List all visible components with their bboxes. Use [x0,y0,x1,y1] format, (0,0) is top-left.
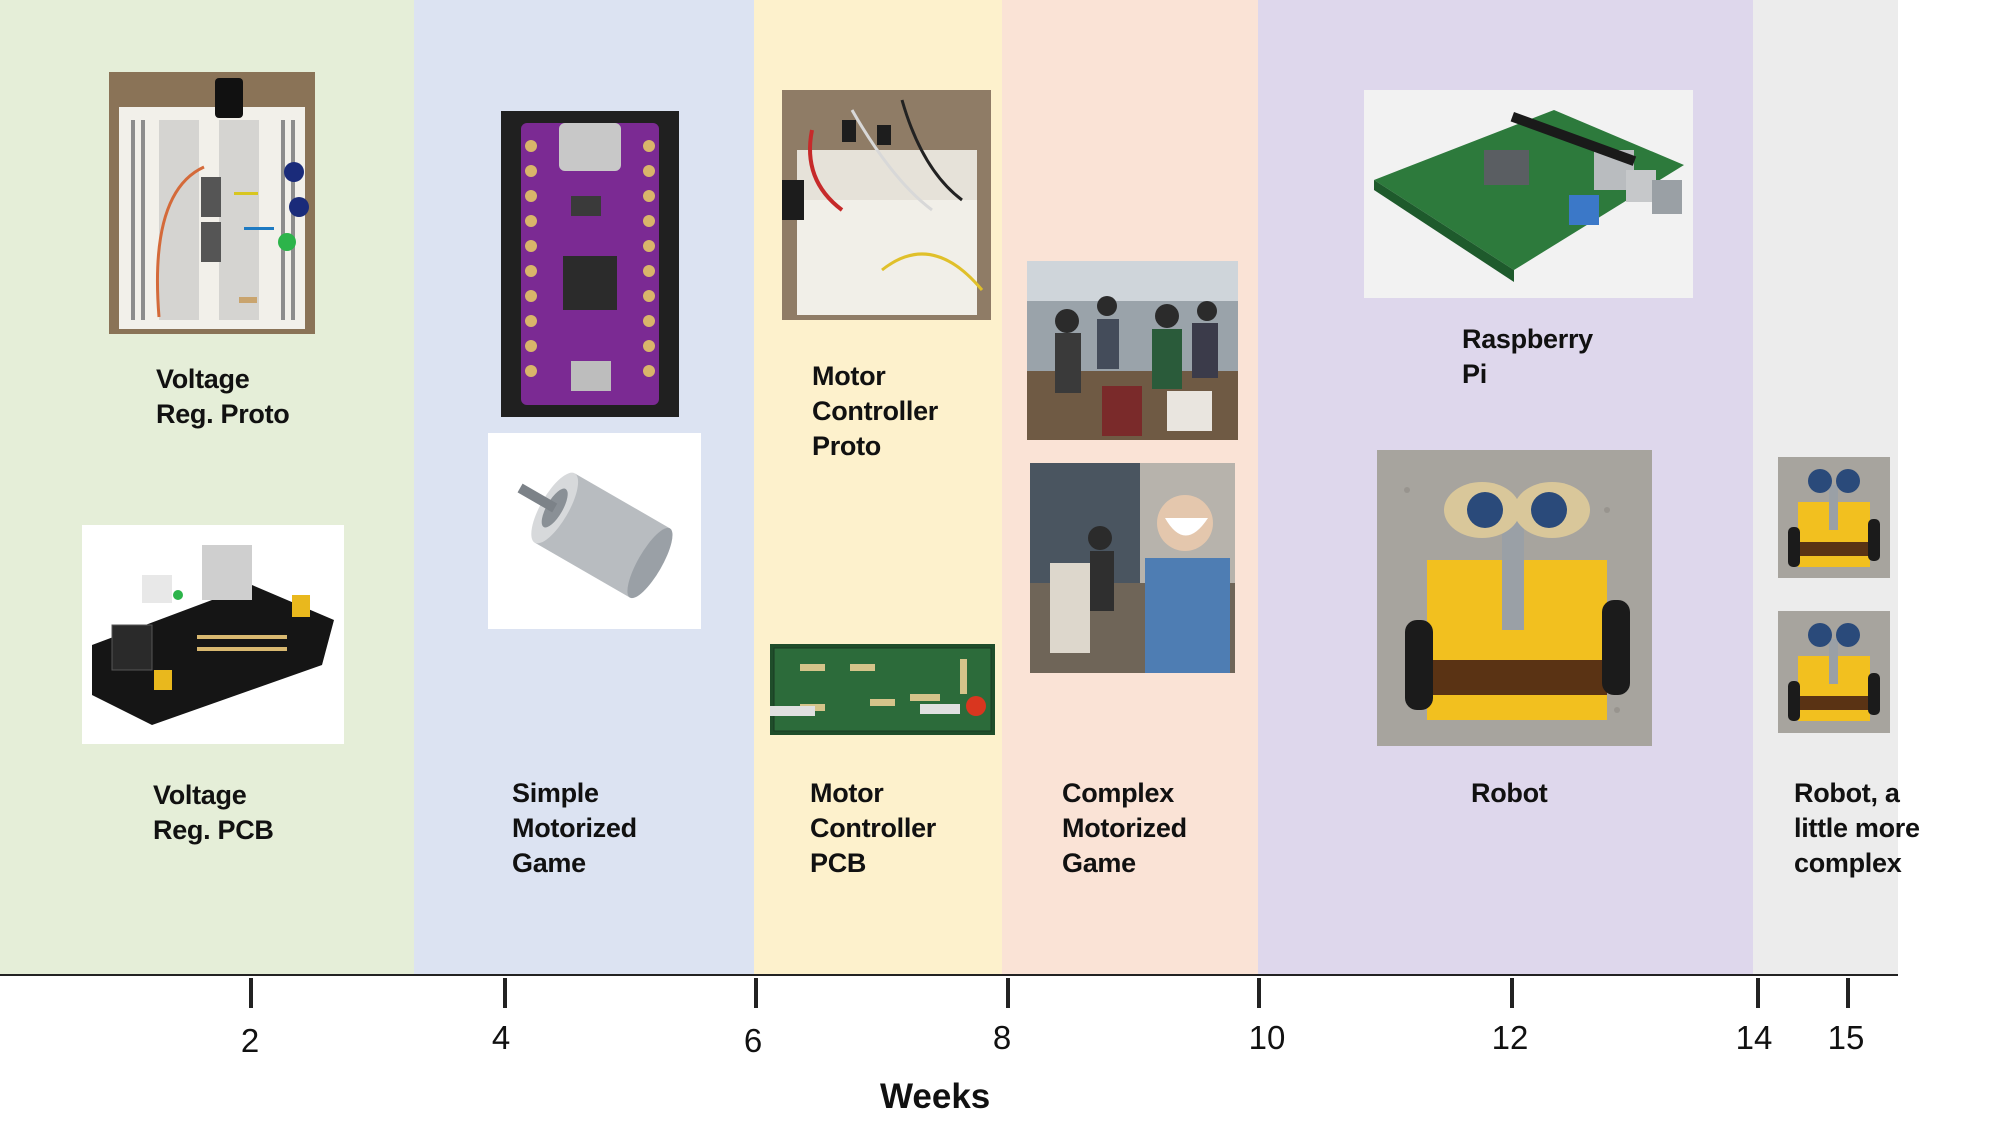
complex-robot-photo-1 [1778,457,1890,578]
label-voltage-reg-pcb: Voltage Reg. PCB [153,780,274,845]
motor-controller-proto-photo [782,90,991,320]
tick-8 [1006,978,1010,1008]
tick-10 [1257,978,1261,1008]
voltage-reg-proto-photo [109,72,315,334]
classroom-photo-2 [1030,463,1235,673]
gear-motor-photo [488,433,701,629]
label-motor-controller-pcb: Motor Controller PCB [810,778,937,878]
label-motor-controller-proto: Motor Controller Proto [812,361,939,461]
motor-controller-pcb-photo [770,644,995,735]
tick-4 [503,978,507,1008]
tick-label-6: 6 [743,1022,763,1059]
tick-label-10: 10 [1248,1019,1286,1056]
classroom-photo-1 [1027,261,1238,440]
label-robot: Robot [1471,778,1548,808]
tick-12 [1510,978,1514,1008]
tick-label-4: 4 [491,1019,511,1056]
tick-label-14: 14 [1735,1019,1773,1056]
tick-6 [754,978,758,1008]
complex-robot-photo-2 [1778,611,1890,733]
tick-label-2: 2 [240,1022,260,1059]
raspberry-pi-photo [1364,90,1693,298]
tick-label-8: 8 [992,1019,1012,1056]
timeline-axis [0,974,1898,976]
tick-15 [1846,978,1850,1008]
label-voltage-reg-proto: Voltage Reg. Proto [156,364,290,429]
tick-label-12: 12 [1491,1019,1529,1056]
tick-label-15: 15 [1827,1019,1865,1056]
label-simple-motorized-game: Simple Motorized Game [512,778,637,878]
label-complex-motorized-game: Complex Motorized Game [1062,778,1187,878]
tick-2 [249,978,253,1008]
robot-photo [1377,450,1652,746]
microcontroller-board-photo [501,111,679,417]
tick-14 [1756,978,1760,1008]
axis-title: Weeks [880,1077,991,1116]
voltage-reg-pcb-photo [82,525,344,744]
label-raspberry-pi: Raspberry Pi [1462,324,1593,389]
label-robot-more-complex: Robot, a little more complex [1794,778,1920,878]
